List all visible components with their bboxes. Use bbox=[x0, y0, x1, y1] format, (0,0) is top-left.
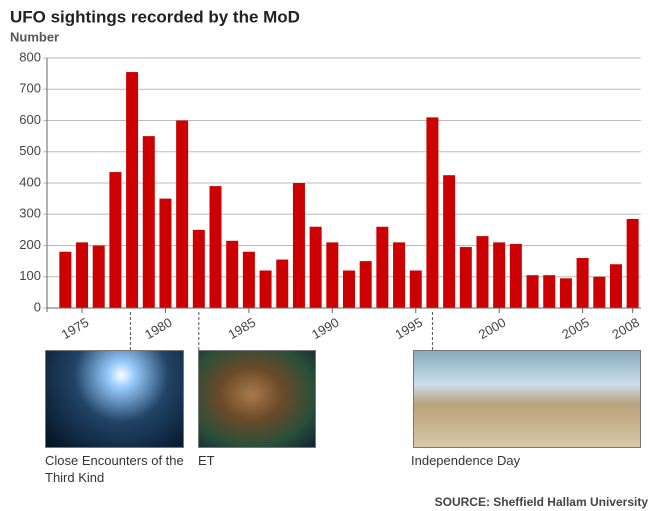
bar bbox=[76, 242, 89, 308]
x-tick-label: 1975 bbox=[59, 315, 92, 342]
film-image bbox=[413, 350, 641, 448]
bar bbox=[393, 242, 406, 308]
y-axis-label: Number bbox=[10, 29, 59, 44]
x-tick-label: 1980 bbox=[142, 315, 175, 342]
bar bbox=[142, 136, 155, 308]
x-tick-label: 1990 bbox=[309, 315, 342, 342]
bar bbox=[109, 172, 122, 308]
bar bbox=[92, 245, 105, 308]
bar bbox=[376, 226, 389, 308]
bar bbox=[226, 240, 239, 308]
bar bbox=[509, 243, 522, 308]
x-tick-label: 1995 bbox=[392, 315, 425, 342]
y-tick-label: 700 bbox=[19, 81, 41, 96]
annotation-label: Independence Day bbox=[411, 453, 521, 468]
bar bbox=[526, 275, 539, 308]
bar bbox=[292, 183, 305, 308]
bar bbox=[343, 270, 355, 308]
bar bbox=[459, 247, 472, 308]
y-tick-label: 400 bbox=[19, 174, 41, 189]
bar bbox=[259, 270, 272, 308]
bar bbox=[126, 72, 139, 308]
bar bbox=[593, 276, 606, 308]
bar bbox=[209, 186, 222, 308]
x-tick-label: 1985 bbox=[226, 315, 259, 342]
film-image bbox=[198, 350, 316, 448]
bar bbox=[426, 117, 439, 308]
x-tick-label: 2008 bbox=[609, 315, 642, 342]
bar bbox=[159, 198, 172, 308]
y-tick-label: 300 bbox=[19, 206, 41, 221]
annotation-label: Close Encounters of the Third Kind bbox=[45, 453, 184, 485]
y-tick-label: 100 bbox=[19, 268, 41, 283]
bar bbox=[276, 259, 289, 308]
bar bbox=[309, 226, 322, 308]
bar bbox=[326, 242, 339, 308]
bar bbox=[176, 120, 189, 308]
bar bbox=[609, 264, 622, 308]
annotation-label: ET bbox=[198, 453, 215, 468]
bar bbox=[576, 258, 589, 308]
y-tick-label: 200 bbox=[19, 237, 41, 252]
bar bbox=[59, 251, 72, 308]
bar bbox=[543, 275, 556, 308]
x-tick-label: 2000 bbox=[476, 315, 509, 342]
y-tick-label: 600 bbox=[19, 112, 41, 127]
bar bbox=[443, 175, 456, 308]
bar bbox=[559, 278, 572, 308]
bar bbox=[493, 242, 506, 308]
bar bbox=[359, 261, 372, 308]
bar bbox=[476, 236, 489, 308]
bar bbox=[409, 270, 422, 308]
bar bbox=[242, 251, 255, 308]
bar bbox=[626, 218, 639, 308]
y-tick-label: 0 bbox=[34, 299, 41, 314]
bar bbox=[192, 229, 205, 308]
source: SOURCE: Sheffield Hallam University bbox=[435, 495, 649, 509]
film-image bbox=[45, 350, 184, 448]
x-tick-label: 2005 bbox=[559, 315, 592, 342]
y-tick-label: 500 bbox=[19, 143, 41, 158]
chart-title: UFO sightings recorded by the MoD bbox=[10, 7, 300, 26]
y-tick-label: 800 bbox=[19, 49, 41, 64]
